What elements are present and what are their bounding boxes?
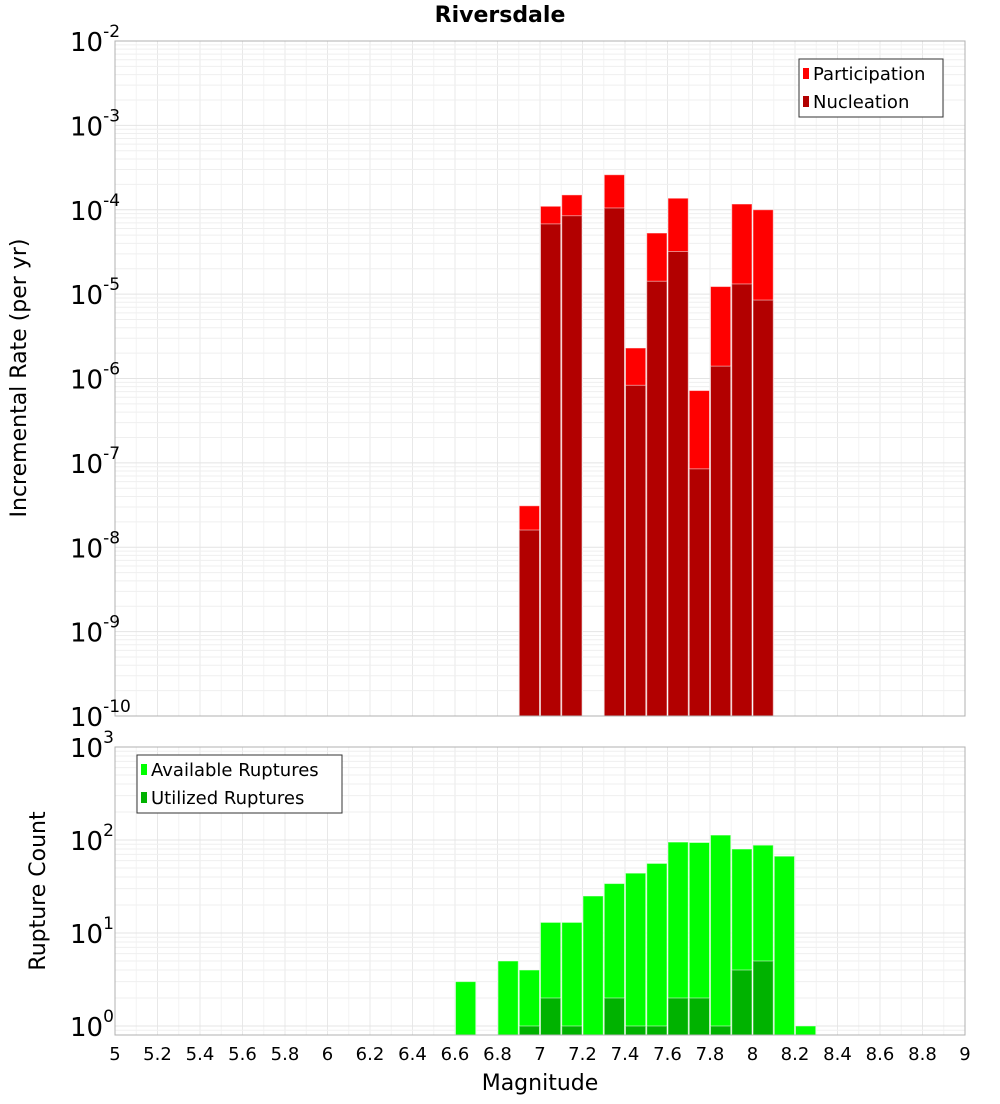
x-tick-label: 8.4	[823, 1044, 852, 1065]
y-tick-label: 10-5	[70, 275, 120, 311]
plot-frame	[114, 40, 966, 717]
legend-label: Available Ruptures	[151, 760, 319, 781]
plot-frame	[114, 746, 966, 1036]
rupture-utilized-ruptures-bar	[688, 997, 710, 1036]
rupture-utilized-ruptures-bar	[646, 1025, 668, 1036]
rupture-available-ruptures-bar	[497, 960, 519, 1036]
x-tick-label: 8.2	[781, 1044, 810, 1065]
x-tick-label: 5	[109, 1044, 120, 1065]
x-tick-label: 5.4	[186, 1044, 215, 1065]
incremental-rate-panel: 10-2 10-3 10-4 10-5 10-6 10-7 10-8 10-9 10-10 Par…	[70, 22, 966, 733]
x-tick-label: 6.4	[398, 1044, 427, 1065]
rupture-available-ruptures-bar	[561, 921, 583, 1036]
rate-nucleation-bar	[625, 384, 647, 717]
legend-label: Nucleation	[813, 92, 909, 113]
y-tick-label: 10-8	[70, 528, 120, 564]
legend-swatch	[803, 96, 809, 107]
rate-nucleation-bar	[518, 529, 540, 717]
rate-nucleation-bar	[603, 207, 625, 717]
rupture-utilized-ruptures-bar	[731, 969, 753, 1036]
y-tick-label: 102	[70, 821, 114, 857]
rupture-available-ruptures-bar	[773, 855, 795, 1036]
y-tick-label: 10-3	[70, 106, 120, 142]
rate-nucleation-bar	[710, 365, 732, 717]
rupture-utilized-ruptures-bar	[625, 1025, 647, 1036]
x-tick-label: 6.6	[441, 1044, 470, 1065]
legend-swatch	[141, 764, 147, 775]
rupture-available-ruptures-bar	[646, 862, 668, 1036]
rupture-utilized-ruptures-bar	[603, 997, 625, 1036]
legend-swatch	[803, 68, 809, 79]
x-tick-label: 8	[747, 1044, 758, 1065]
x-tick-label: 6.2	[356, 1044, 385, 1065]
x-tick-label: 6	[322, 1044, 333, 1065]
rate-nucleation-bar	[561, 215, 583, 717]
rupture-utilized-ruptures-bar	[710, 1025, 732, 1036]
y-tick-label: 101	[70, 914, 114, 950]
legend-label: Participation	[813, 64, 925, 85]
x-tick-label: 8.8	[908, 1044, 937, 1065]
x-tick-label: 5.6	[228, 1044, 257, 1065]
legend-swatch	[141, 792, 147, 803]
y-tick-label: 10-6	[70, 360, 120, 396]
x-tick-label: 8.6	[866, 1044, 895, 1065]
y-tick-label: 10-2	[70, 22, 120, 58]
rupture-available-ruptures-bar	[455, 981, 477, 1036]
legend-label: Utilized Ruptures	[151, 788, 304, 809]
rupture-count-panel: 103 102 101 100 Available Ruptures Utilized R…	[70, 728, 966, 1043]
rupture-utilized-ruptures-bar	[540, 997, 562, 1036]
y-tick-label: 10-10	[70, 697, 131, 733]
legend-box	[798, 58, 944, 118]
rupture-utilized-ruptures-bar	[752, 960, 774, 1036]
x-tick-label: 6.8	[483, 1044, 512, 1065]
top-y-axis-label: Incremental Rate (per yr)	[7, 239, 32, 518]
x-tick-label: 7.2	[568, 1044, 597, 1065]
y-tick-label: 100	[70, 1007, 114, 1043]
y-tick-label: 10-7	[70, 444, 120, 480]
x-tick-label: 7.8	[696, 1044, 725, 1065]
legend-box	[136, 754, 343, 814]
x-tick-label: 7	[534, 1044, 545, 1065]
y-tick-label: 103	[70, 728, 114, 764]
rate-nucleation-bar	[667, 251, 689, 717]
chart-title: Riversdale	[435, 3, 566, 28]
x-tick-label: 5.8	[271, 1044, 300, 1065]
rate-nucleation-bar	[540, 223, 562, 717]
rupture-available-ruptures-bar	[710, 834, 732, 1036]
rupture-utilized-ruptures-bar	[561, 1025, 583, 1036]
rate-nucleation-bar	[646, 280, 668, 717]
x-tick-label: 9	[959, 1044, 970, 1065]
rupture-available-ruptures-bar	[625, 872, 647, 1036]
x-tick-label: 7.4	[611, 1044, 640, 1065]
rupture-available-ruptures-bar	[518, 969, 540, 1036]
y-tick-label: 10-4	[70, 191, 120, 227]
rate-nucleation-bar	[752, 299, 774, 717]
rupture-available-ruptures-bar	[795, 1025, 817, 1036]
rupture-utilized-ruptures-bar	[667, 997, 689, 1036]
rate-nucleation-bar	[688, 468, 710, 717]
x-axis-label: Magnitude	[482, 1071, 599, 1096]
x-tick-label: 5.2	[143, 1044, 172, 1065]
rupture-utilized-ruptures-bar	[518, 1025, 540, 1036]
y-tick-label: 10-9	[70, 613, 120, 649]
bottom-y-axis-label: Rupture Count	[26, 811, 51, 971]
rupture-available-ruptures-bar	[582, 895, 604, 1036]
rate-nucleation-bar	[731, 283, 753, 717]
x-tick-label: 7.6	[653, 1044, 682, 1065]
